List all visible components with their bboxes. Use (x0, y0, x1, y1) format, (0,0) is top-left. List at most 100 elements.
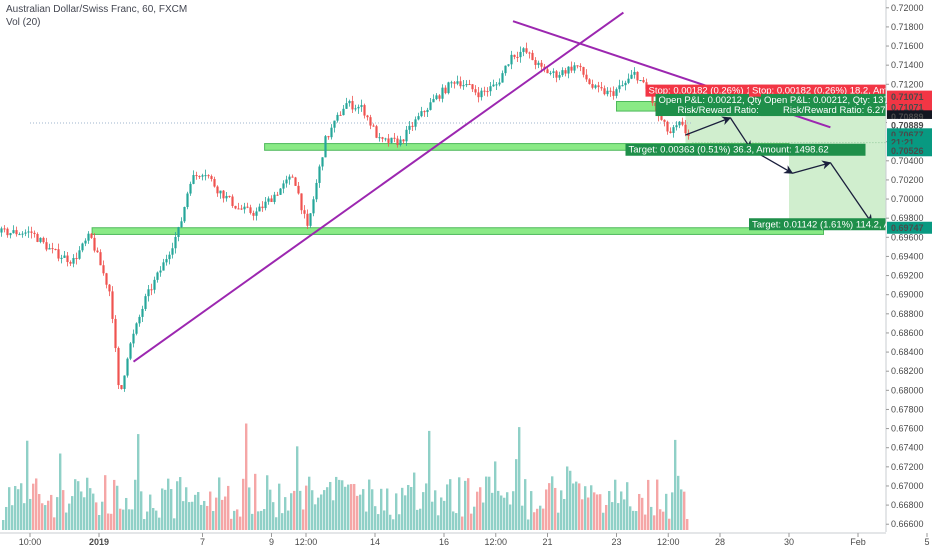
volume-bar (104, 475, 107, 530)
candle-body (9, 233, 12, 236)
volume-bar (188, 502, 191, 530)
volume-bar (365, 511, 368, 530)
y-tick-label: 0.70000 (891, 194, 924, 204)
candle-body (519, 51, 522, 58)
volume-bar (158, 517, 161, 530)
candle-body (54, 248, 57, 250)
candle-body (258, 206, 261, 212)
volume-bar (254, 473, 257, 530)
candle-body (27, 231, 30, 233)
candle-body (174, 236, 177, 249)
candle-body (513, 54, 516, 57)
candle-body (216, 186, 219, 194)
y-tick-label: 0.70400 (891, 156, 924, 166)
candle-body (459, 81, 462, 87)
volume-bar (626, 482, 629, 530)
volume-bar (134, 479, 137, 530)
candle-body (609, 90, 612, 92)
volume-bar (203, 500, 206, 530)
volume-bar (437, 515, 440, 530)
candle-body (687, 133, 690, 136)
price-badge-4: 0.70889 (887, 118, 932, 131)
volume-bar (338, 479, 341, 530)
y-tick-label: 0.71200 (891, 79, 924, 89)
candle-body (261, 206, 264, 209)
y-tick-label: 0.69000 (891, 290, 924, 300)
volume-bar (422, 492, 425, 530)
volume-bar (671, 492, 674, 530)
candle-body (126, 358, 129, 376)
candle-body (120, 385, 123, 389)
candle-body (336, 114, 339, 121)
candle-body (564, 70, 567, 74)
volume-bar (251, 513, 254, 530)
volume-bar (572, 483, 575, 530)
volume-bar (506, 492, 509, 530)
volume-bar (533, 512, 536, 530)
volume-bar (335, 476, 338, 530)
candle-body (162, 262, 165, 271)
candle-body (204, 175, 207, 177)
volume-bar (593, 492, 596, 530)
volume-bar (602, 512, 605, 530)
x-tick-label: 23 (611, 537, 621, 547)
candle-body (75, 257, 78, 259)
y-tick-label: 0.72000 (891, 3, 924, 13)
candle-body (135, 323, 138, 334)
volume-bar (164, 489, 167, 530)
candle-body (456, 81, 459, 84)
y-tick-label: 0.71400 (891, 60, 924, 70)
x-tick-label: 2019 (89, 537, 109, 547)
volume-bar (398, 514, 401, 530)
candle-body (252, 212, 255, 216)
candle-body (618, 85, 621, 90)
svg-text:0.69747: 0.69747 (891, 223, 924, 233)
candle-body (189, 183, 192, 194)
svg-text:0.71071: 0.71071 (891, 102, 924, 112)
volume-bar (197, 492, 200, 530)
candle-body (315, 182, 318, 200)
candle-body (318, 166, 321, 183)
candle-body (597, 85, 600, 88)
candle-body (345, 103, 348, 109)
candle-body (78, 250, 81, 259)
candle-body (45, 242, 48, 250)
candle-body (321, 157, 324, 167)
candle-body (114, 318, 117, 349)
volume-bar (92, 493, 95, 530)
candle-body (675, 125, 678, 128)
candle-body (405, 129, 408, 142)
candle-body (93, 237, 96, 251)
volume-bar (305, 485, 308, 530)
candle-body (309, 213, 312, 226)
volume-bar (77, 481, 80, 530)
candle-body (144, 296, 147, 309)
candle-body (471, 84, 474, 90)
candle-body (36, 234, 39, 242)
candle-body (570, 66, 573, 71)
candle-body (48, 248, 51, 250)
volume-bar (26, 440, 29, 530)
volume-bar (32, 483, 35, 530)
candle-body (84, 240, 87, 244)
volume-bar (518, 427, 521, 530)
candle-body (348, 101, 351, 104)
candle-body (528, 52, 531, 54)
volume-bar (233, 510, 236, 530)
candle-body (87, 233, 90, 241)
candle-body (552, 71, 555, 73)
x-tick-label: 12:00 (657, 537, 680, 547)
candle-body (282, 183, 285, 189)
candle-body (180, 221, 183, 228)
volume-bar (29, 498, 32, 530)
volume-bar (14, 486, 17, 530)
candle-body (246, 206, 249, 208)
candle-body (15, 230, 18, 235)
volume-bar (83, 497, 86, 530)
volume-bar (113, 479, 116, 530)
volume-bar (488, 476, 491, 530)
y-tick-label: 0.69400 (891, 251, 924, 261)
candle-body (327, 136, 330, 138)
volume-bar (443, 500, 446, 530)
